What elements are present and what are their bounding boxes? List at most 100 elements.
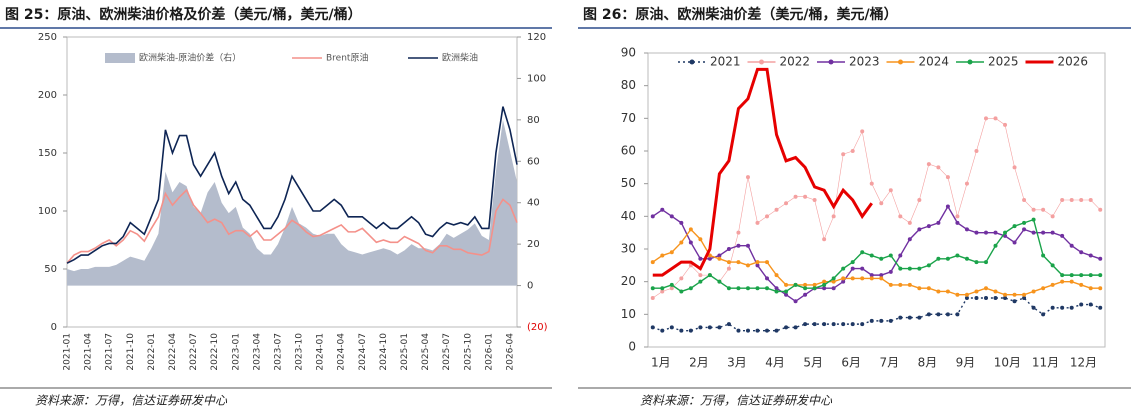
point [945, 312, 950, 317]
x-tick-label: 2025-07 [442, 333, 452, 371]
point [755, 286, 760, 291]
x-tick-label: 2月 [689, 356, 709, 370]
point [1069, 198, 1074, 202]
point [765, 328, 770, 333]
x-tick-label: 2025-01 [400, 333, 410, 371]
point [841, 266, 846, 271]
point [822, 286, 827, 291]
y-tick-label: 10 [621, 307, 636, 321]
point [1088, 198, 1093, 202]
point [926, 224, 931, 229]
point [917, 266, 922, 271]
legend-swatch [105, 53, 135, 63]
point [1050, 214, 1055, 219]
point [1012, 292, 1017, 297]
y-tick-label: 200 [38, 90, 57, 101]
source: 资料来源：万得，信达证券研发中心 [640, 394, 833, 408]
point [1069, 279, 1074, 284]
x-tick-label: 4月 [765, 356, 785, 370]
point [879, 201, 884, 206]
x-tick-label: 2024-04 [337, 333, 347, 371]
point [1041, 286, 1046, 291]
y2-tick-label: 80 [527, 115, 540, 126]
point [688, 240, 693, 245]
point [1060, 279, 1065, 284]
x-tick-label: 2023-04 [252, 333, 262, 371]
point [745, 263, 750, 268]
point [1003, 230, 1008, 235]
point [707, 325, 712, 330]
legend-label: 2024 [919, 55, 950, 69]
x-tick-label: 2026-04 [505, 333, 515, 371]
point [1088, 253, 1093, 258]
point [660, 328, 665, 333]
point [907, 237, 912, 242]
x-tick-label: 2026-01 [484, 333, 494, 371]
point [1003, 296, 1008, 300]
point [650, 260, 655, 265]
point [869, 181, 874, 186]
point [1088, 273, 1093, 278]
point [774, 273, 779, 278]
x-tick-label: 2023-10 [295, 333, 305, 371]
point [1022, 227, 1027, 232]
point [974, 260, 979, 265]
point [650, 325, 655, 330]
point [765, 260, 770, 265]
point [993, 230, 998, 235]
y-tick-label: 250 [38, 32, 57, 43]
point [679, 220, 684, 225]
point [1050, 282, 1055, 287]
x-tick-label: 2021-07 [105, 333, 115, 371]
point [669, 286, 674, 291]
point [1098, 305, 1103, 310]
point [736, 286, 741, 291]
point [650, 214, 655, 219]
point [812, 286, 817, 291]
point [898, 315, 903, 320]
point [860, 266, 865, 271]
point [726, 247, 731, 251]
point [1012, 165, 1017, 170]
point [1022, 220, 1027, 225]
point [993, 289, 998, 294]
point [983, 286, 988, 291]
point [898, 214, 903, 219]
point [1079, 302, 1084, 307]
line [652, 297, 1101, 332]
point [1003, 292, 1008, 297]
point [888, 269, 893, 274]
y-tick-label: 80 [621, 78, 636, 92]
point [765, 214, 770, 219]
x-tick-label: 8月 [918, 356, 938, 370]
point [1079, 282, 1084, 287]
point [726, 286, 731, 291]
point [679, 276, 684, 281]
point [812, 198, 817, 202]
plot-frame [647, 52, 1106, 348]
point [945, 289, 950, 294]
point [974, 289, 979, 294]
point [650, 286, 655, 291]
point [1050, 263, 1055, 268]
point [869, 253, 874, 258]
point [698, 279, 703, 284]
legend-label: 欧洲柴油-原油价差（右） [139, 52, 241, 64]
point [936, 289, 941, 294]
x-tick-label: 11月 [1032, 356, 1059, 370]
chart-title: 图 26：原油、欧洲柴油价差（美元/桶，美元/桶） [583, 6, 898, 23]
x-tick-label: 2022-07 [189, 333, 199, 371]
point [1050, 230, 1055, 235]
point [1069, 305, 1074, 310]
point [736, 230, 741, 235]
y2-tick-label: 20 [527, 239, 540, 250]
point [650, 296, 655, 300]
point [1060, 198, 1065, 202]
point [707, 253, 712, 258]
point [964, 256, 969, 261]
point [907, 220, 912, 225]
y2-tick-label: 120 [527, 32, 546, 43]
point [993, 116, 998, 121]
point [812, 322, 817, 327]
x-tick-label: 2021-04 [84, 333, 94, 371]
